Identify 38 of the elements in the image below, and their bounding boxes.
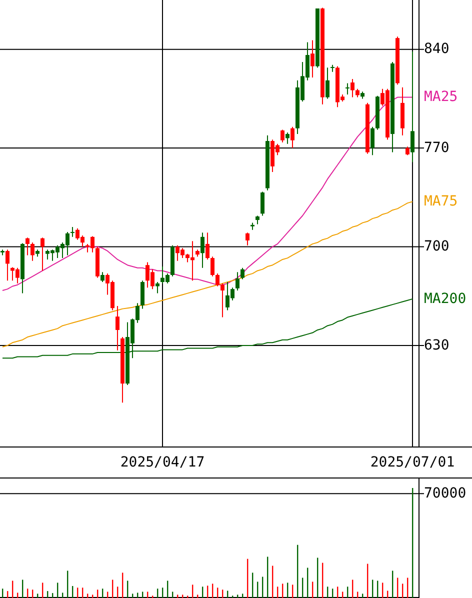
- candlestick: [280, 129, 284, 143]
- x-tick-label: 2025/07/01: [370, 454, 455, 470]
- x-tick-label: 2025/04/17: [120, 454, 205, 470]
- candlestick: [216, 273, 220, 287]
- candlestick: [346, 82, 350, 95]
- candlestick: [6, 249, 10, 282]
- candlestick: [240, 267, 244, 280]
- y-tick-label: 630: [424, 337, 450, 354]
- series-label: MA200: [424, 290, 466, 307]
- candlestick: [410, 50, 414, 163]
- y-tick-label: 840: [424, 41, 450, 58]
- candlestick: [70, 226, 74, 238]
- candlestick: [40, 237, 44, 272]
- candlestick: [220, 282, 224, 318]
- y-tick-label: 700: [424, 238, 450, 255]
- line-series: [2, 96, 413, 291]
- candlestick: [310, 40, 314, 78]
- candlestick: [286, 132, 290, 144]
- candlestick: [326, 67, 330, 100]
- series-label: MA75: [424, 193, 458, 210]
- y-tick-label: 770: [424, 140, 450, 156]
- candlestick: [350, 78, 354, 98]
- candlestick: [200, 232, 204, 268]
- series-label: MA25: [424, 89, 458, 106]
- candlestick: [30, 242, 34, 262]
- text: 70000: [424, 485, 466, 502]
- candlestick: [236, 272, 240, 291]
- candlestick: [26, 237, 30, 256]
- candlestick: [246, 232, 250, 246]
- candlestick: [116, 305, 120, 351]
- candlestick: [210, 256, 214, 277]
- candlestick: [100, 272, 104, 283]
- candlestick: [370, 126, 374, 156]
- candlestick: [206, 232, 210, 260]
- candlestick: [290, 126, 294, 149]
- candlestick: [140, 280, 144, 310]
- candlestick: [260, 191, 264, 216]
- line-series: [2, 201, 413, 348]
